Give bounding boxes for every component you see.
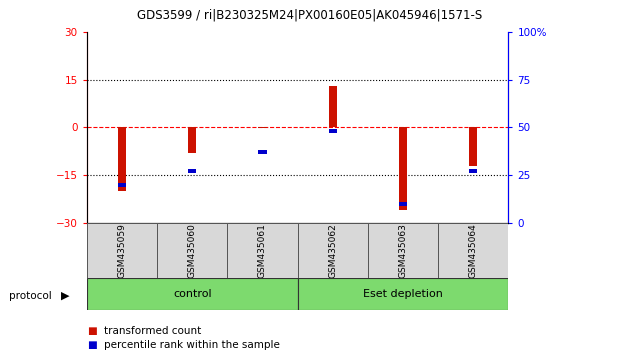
Bar	[329, 129, 337, 133]
Text: transformed count: transformed count	[104, 326, 202, 336]
Bar	[399, 202, 407, 206]
Bar	[118, 183, 126, 187]
Text: protocol: protocol	[9, 291, 52, 301]
Bar	[329, 86, 337, 127]
Text: percentile rank within the sample: percentile rank within the sample	[104, 340, 280, 350]
Bar	[188, 127, 197, 153]
Text: control: control	[173, 289, 211, 299]
Text: Eset depletion: Eset depletion	[363, 289, 443, 299]
Bar	[469, 170, 477, 173]
Text: ■: ■	[87, 326, 97, 336]
Text: GSM435064: GSM435064	[469, 223, 478, 278]
Bar	[87, 223, 157, 278]
Text: GSM435059: GSM435059	[117, 223, 126, 278]
Bar	[188, 170, 197, 173]
Bar	[259, 127, 267, 129]
Text: ■: ■	[87, 340, 97, 350]
Text: ▶: ▶	[61, 291, 69, 301]
Bar	[259, 150, 267, 154]
Text: GDS3599 / ri|B230325M24|PX00160E05|AK045946|1571-S: GDS3599 / ri|B230325M24|PX00160E05|AK045…	[138, 9, 482, 22]
Text: GSM435063: GSM435063	[399, 223, 407, 278]
Bar	[298, 223, 368, 278]
Text: GSM435060: GSM435060	[188, 223, 197, 278]
Text: GSM435061: GSM435061	[258, 223, 267, 278]
Bar	[298, 278, 508, 310]
Bar	[228, 223, 298, 278]
Text: GSM435062: GSM435062	[328, 223, 337, 278]
Bar	[87, 278, 298, 310]
Bar	[469, 127, 477, 166]
Bar	[118, 127, 126, 191]
Bar	[368, 223, 438, 278]
Bar	[399, 127, 407, 210]
Bar	[438, 223, 508, 278]
Bar	[157, 223, 228, 278]
